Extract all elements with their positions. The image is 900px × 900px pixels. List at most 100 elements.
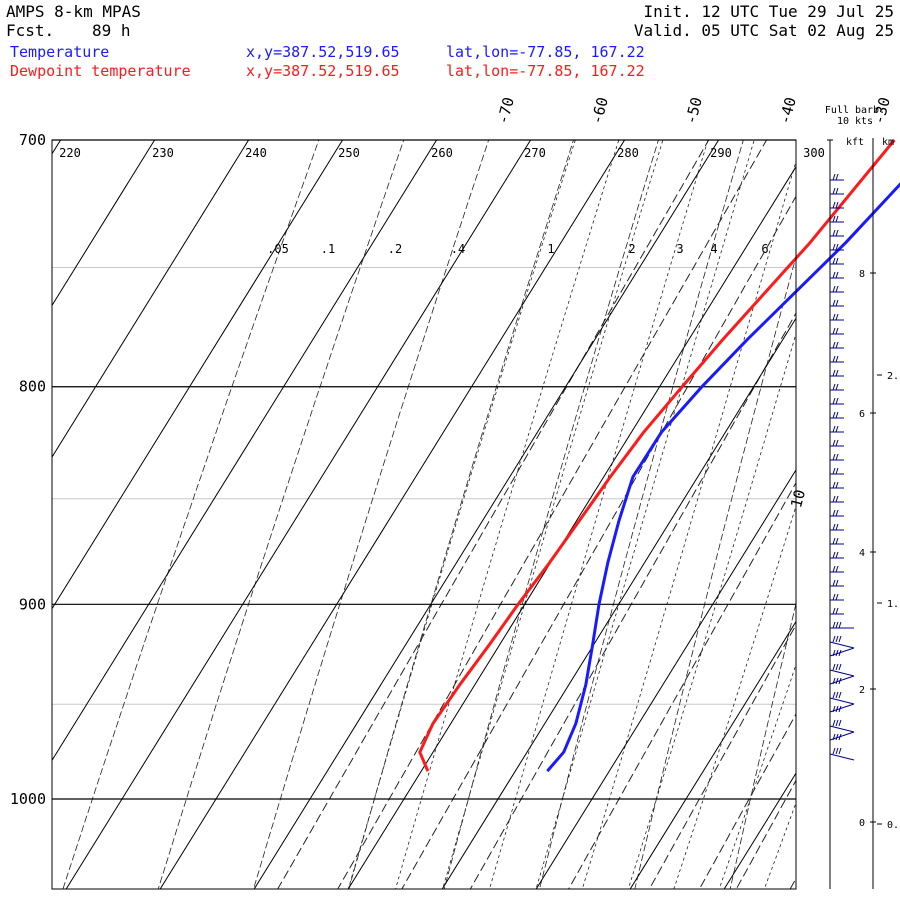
legend-temperature-xy: x,y=387.52,519.65 — [246, 43, 400, 61]
wind-barb-flag — [832, 607, 836, 615]
wind-barb — [829, 719, 855, 733]
wind-barb-flag — [835, 677, 839, 685]
wind-barb-flag — [835, 173, 839, 181]
wind-barb-staff — [829, 731, 855, 741]
kft-tick-label: 8 — [859, 269, 865, 280]
wind-barb-flag — [835, 215, 839, 223]
pressure-tick-label: 900 — [19, 595, 46, 613]
wind-barb-flag — [835, 481, 839, 489]
legend-dewpoint-xy: x,y=387.52,519.65 — [246, 62, 400, 80]
isotherm — [52, 140, 156, 307]
wind-barb — [830, 607, 844, 615]
wind-barb-flag — [832, 355, 836, 363]
wind-barb-flag — [832, 327, 836, 335]
moist-adiabat — [489, 140, 709, 889]
wind-barb-flag — [832, 425, 836, 433]
wind-barb — [829, 675, 855, 685]
wind-barb-flag — [835, 201, 839, 209]
wind-barb-flag — [832, 579, 836, 587]
wind-barb — [830, 537, 844, 545]
pressure-tick-label: 800 — [19, 378, 46, 396]
theta-tick-label: 290 — [710, 146, 732, 160]
wind-barb-flag — [832, 677, 836, 685]
wind-barb — [830, 187, 844, 195]
dry-adiabat — [729, 601, 796, 889]
wind-barb-flag — [832, 411, 836, 419]
wind-barb-flag — [835, 551, 839, 559]
legend-temperature-latlon: lat,lon=-77.85, 167.22 — [446, 43, 645, 61]
wind-barb — [830, 425, 844, 433]
wind-barb-staff — [829, 669, 855, 677]
wind-barb-flag — [835, 607, 839, 615]
wind-barb — [829, 663, 855, 677]
wind-barb — [830, 439, 844, 447]
kft-tick-label: 6 — [859, 409, 865, 420]
wind-barb-flag — [835, 411, 839, 419]
km-tick-label: 0. — [887, 820, 899, 831]
wind-barb-flag — [838, 621, 842, 629]
mixing-ratio-label: 3 — [676, 242, 683, 256]
wind-barb — [830, 229, 844, 237]
isotherm — [52, 140, 250, 459]
wind-barb-flag — [835, 341, 839, 349]
wind-barb-flag — [835, 663, 839, 671]
wind-barb-flag — [832, 453, 836, 461]
isotherm — [347, 165, 796, 889]
legend-dewpoint-latlon: lat,lon=-77.85, 167.22 — [446, 62, 645, 80]
isotherm — [723, 772, 796, 889]
wind-barb — [830, 551, 844, 559]
wind-barb-flag — [835, 355, 839, 363]
mixing-ratio-label: .05 — [267, 242, 289, 256]
mixing-ratio-label: 6 — [761, 242, 768, 256]
wind-barb-flag — [832, 663, 836, 671]
wind-barb — [830, 593, 844, 601]
isotherm — [535, 469, 796, 889]
wind-barb-flag — [838, 649, 842, 657]
plot-frame — [51, 139, 797, 890]
wind-barb-flag — [832, 733, 836, 741]
dry-adiabat — [539, 140, 744, 889]
wind-barb-flag — [835, 397, 839, 405]
wind-barb-flag — [835, 425, 839, 433]
wind-barb — [830, 453, 844, 461]
wind-barb-staff — [829, 703, 855, 713]
isotherm — [159, 140, 626, 889]
wind-barb — [830, 467, 844, 475]
dry-adiabat — [634, 255, 796, 889]
moist-adiabat — [581, 159, 796, 889]
wind-barb-flag — [835, 635, 839, 643]
wind-barb-flag — [835, 453, 839, 461]
temperature-tick-label: -50 — [682, 95, 706, 126]
model-title: AMPS 8-km MPAS — [6, 2, 141, 21]
temperature-tick-label: -60 — [588, 95, 612, 126]
dry-adiabat — [443, 140, 659, 889]
isotherm — [629, 620, 796, 889]
wind-barb-flag — [832, 537, 836, 545]
theta-tick-label: 230 — [152, 146, 174, 160]
wind-barb-staff — [829, 647, 855, 657]
wind-barb-staff — [829, 641, 855, 649]
temperature-tick-label: 10 — [787, 488, 809, 510]
wind-barb-flag — [835, 285, 839, 293]
kft-tick-label: 4 — [859, 548, 865, 559]
wind-barb-flag — [832, 201, 836, 209]
mixing-ratio-label: .4 — [451, 242, 465, 256]
wind-barb-flag — [835, 439, 839, 447]
wind-barb — [829, 691, 855, 705]
dewpoint-profile — [418, 139, 896, 772]
wind-barb-flag — [832, 439, 836, 447]
wind-barb-flag — [832, 313, 836, 321]
wind-barb — [830, 509, 844, 517]
wind-barb-flag — [832, 341, 836, 349]
km-tick-label: 1. — [887, 599, 899, 610]
wind-barb-flag — [832, 229, 836, 237]
temperature-tick-label: -40 — [776, 95, 800, 126]
temperature-tick-label: -70 — [494, 95, 518, 126]
wind-barb — [829, 703, 855, 713]
mixing-ratio-line — [337, 140, 768, 889]
isotherm — [52, 140, 344, 610]
mixing-ratio-line — [277, 140, 710, 889]
wind-barb-flag — [838, 747, 842, 755]
kft-tick-label: 2 — [859, 685, 865, 696]
theta-tick-label: 240 — [245, 146, 267, 160]
